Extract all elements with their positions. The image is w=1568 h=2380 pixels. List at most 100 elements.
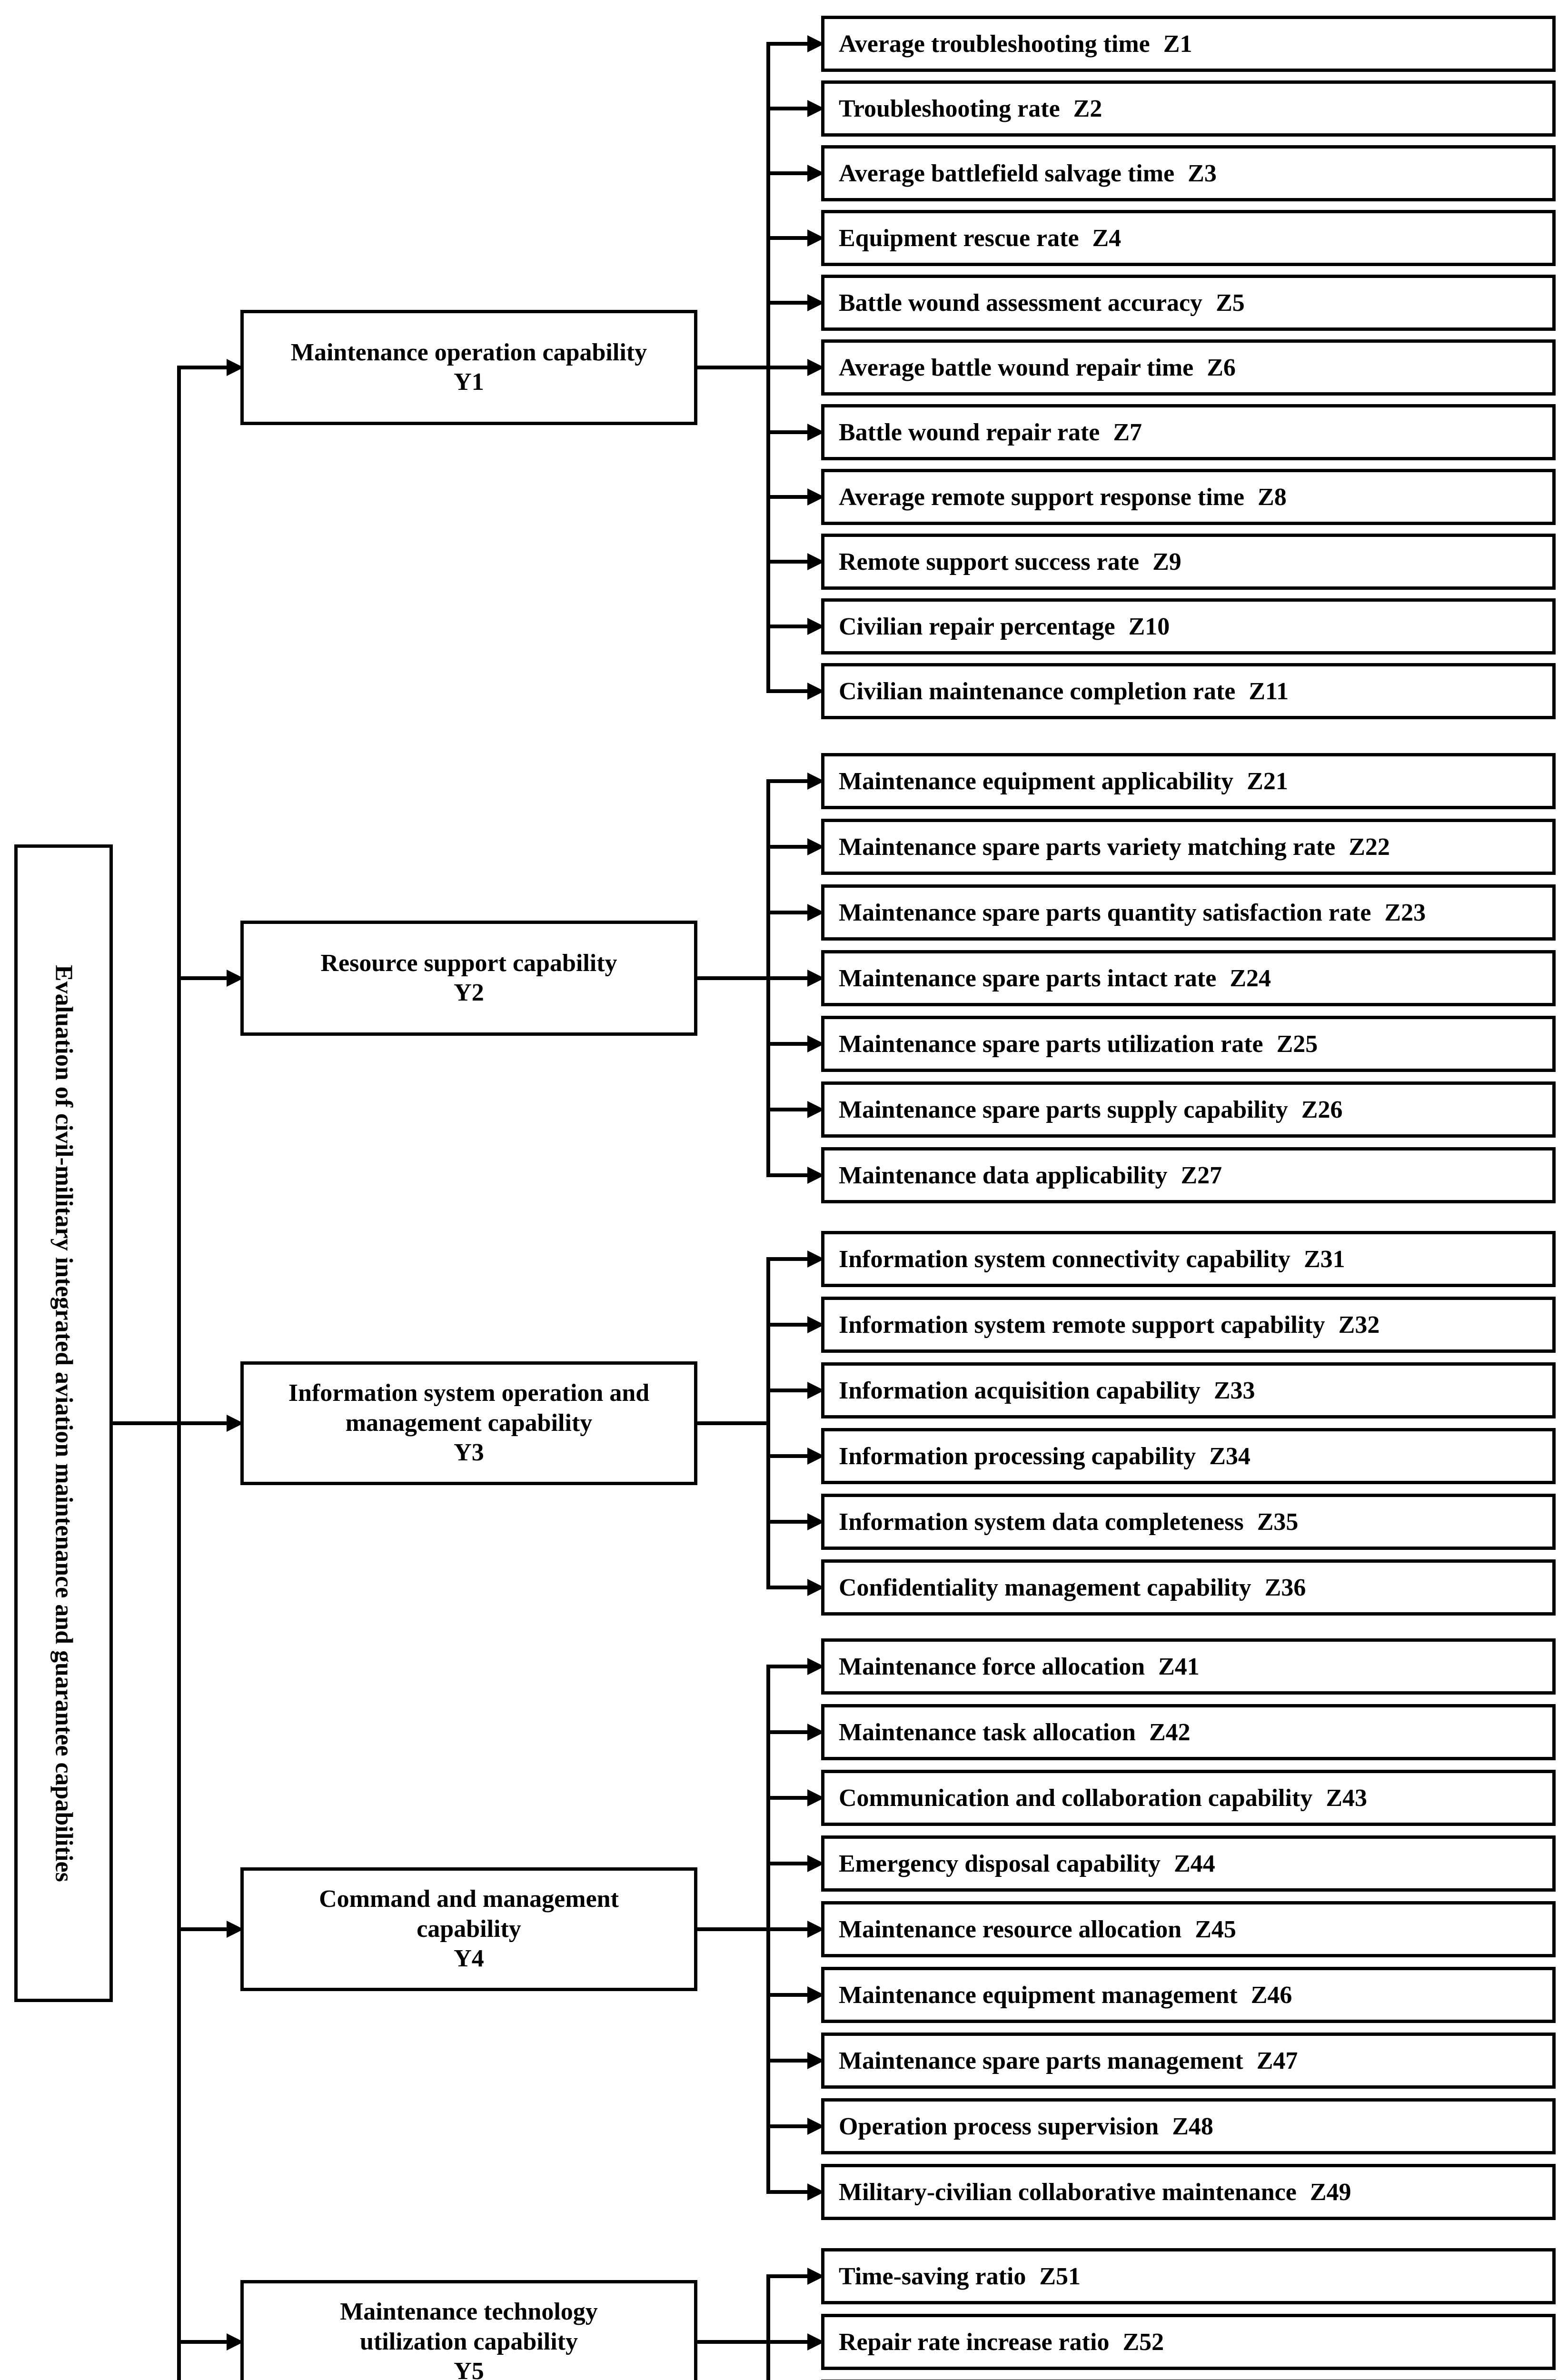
- indicator-box-z33: Information acquisition capability Z33: [770, 1362, 1556, 1418]
- indicator-code: Z25: [1276, 1030, 1318, 1058]
- indicator-label: Maintenance spare parts utilization rate: [839, 1030, 1263, 1058]
- category-box-y2: Resource support capability Y2: [180, 921, 697, 1036]
- indicator-box-z27: Maintenance data applicability Z27: [770, 1147, 1556, 1203]
- indicator-code: Z21: [1247, 767, 1288, 795]
- indicator-label: Civilian maintenance completion rate: [839, 677, 1236, 705]
- indicator-code: Z31: [1303, 1245, 1345, 1273]
- indicator-label: Maintenance data applicability: [839, 1161, 1168, 1189]
- indicator-box-z42: Maintenance task allocation Z42: [770, 1704, 1556, 1760]
- connector-trunk: [177, 366, 181, 2380]
- indicator-box-z47: Maintenance spare parts management Z47: [770, 2033, 1556, 2089]
- indicator-box-z51: Time-saving ratio Z51: [770, 2248, 1556, 2304]
- indicator-label: Maintenance equipment applicability: [839, 767, 1234, 795]
- connector-bracket-y1: [766, 42, 770, 693]
- indicator-code: Z43: [1326, 1784, 1367, 1812]
- indicator-box-z32: Information system remote support capabi…: [770, 1297, 1556, 1353]
- indicator-group-y1: Average troubleshooting time Z1 Troublesh…: [770, 16, 1556, 719]
- indicator-label: Military-civilian collaborative maintena…: [839, 2178, 1297, 2206]
- category-label: Maintenance technology utilization capab…: [340, 2298, 598, 2355]
- indicator-box-z7: Battle wound repair rate Z7: [770, 404, 1556, 460]
- indicator-code: Z35: [1257, 1508, 1299, 1536]
- indicator-box-z48: Operation process supervision Z48: [770, 2098, 1556, 2154]
- indicator-group-y4: Maintenance force allocation Z41 Maintena…: [770, 1638, 1556, 2220]
- indicator-box-z24: Maintenance spare parts intact rate Z24: [770, 950, 1556, 1006]
- indicator-code: Z2: [1073, 95, 1102, 122]
- indicator-label: Information processing capability: [839, 1442, 1196, 1470]
- category-box-y5: Maintenance technology utilization capab…: [180, 2280, 697, 2380]
- indicator-code: Z26: [1301, 1096, 1343, 1123]
- indicator-code: Z7: [1113, 418, 1142, 446]
- indicator-code: Z6: [1207, 354, 1236, 381]
- indicator-box-z44: Emergency disposal capability Z44: [770, 1835, 1556, 1892]
- connector-stub-y1: [694, 366, 770, 369]
- indicator-code: Z42: [1149, 1718, 1191, 1746]
- connector-root-stub: [113, 1421, 181, 1425]
- category-code: Y5: [454, 2358, 484, 2380]
- indicator-box-z36: Confidentiality management capability Z36: [770, 1559, 1556, 1616]
- indicator-box-z46: Maintenance equipment management Z46: [770, 1967, 1556, 2023]
- indicator-code: Z36: [1264, 1574, 1306, 1601]
- indicator-group-y5: Time-saving ratio Z51 Repair rate increas…: [770, 2248, 1556, 2380]
- indicator-box-z41: Maintenance force allocation Z41: [770, 1638, 1556, 1695]
- indicator-box-z45: Maintenance resource allocation Z45: [770, 1901, 1556, 1957]
- indicator-code: Z11: [1249, 677, 1289, 705]
- indicator-label: Information system connectivity capabili…: [839, 1245, 1290, 1273]
- indicator-code: Z46: [1250, 1981, 1292, 2009]
- indicator-box-z21: Maintenance equipment applicability Z21: [770, 753, 1556, 809]
- connector-bracket-y3: [766, 1257, 770, 1589]
- indicator-box-z10: Civilian repair percentage Z10: [770, 598, 1556, 654]
- indicator-label: Information acquisition capability: [839, 1377, 1201, 1404]
- indicator-code: Z47: [1256, 2047, 1298, 2074]
- indicator-box-z52: Repair rate increase ratio Z52: [770, 2314, 1556, 2370]
- indicator-box-z25: Maintenance spare parts utilization rate…: [770, 1016, 1556, 1072]
- indicator-label: Repair rate increase ratio: [839, 2328, 1110, 2356]
- indicator-label: Maintenance spare parts quantity satisfa…: [839, 899, 1371, 926]
- connector-bracket-y4: [766, 1665, 770, 2194]
- category-code: Y3: [454, 1439, 484, 1467]
- indicator-code: Z9: [1152, 548, 1181, 575]
- category-label: Resource support capability: [320, 949, 617, 977]
- category-code: Y1: [454, 368, 484, 396]
- indicator-label: Operation process supervision: [839, 2112, 1159, 2140]
- category-box-y4: Command and management capability Y4: [180, 1867, 697, 1991]
- indicator-code: Z41: [1158, 1653, 1200, 1680]
- indicator-code: Z23: [1384, 899, 1426, 926]
- indicator-label: Remote support success rate: [839, 548, 1140, 575]
- category-label: Command and management capability: [319, 1885, 619, 1943]
- indicator-label: Information system remote support capabi…: [839, 1311, 1325, 1339]
- connector-bracket-y5: [766, 2274, 770, 2380]
- indicator-label: Communication and collaboration capabili…: [839, 1784, 1313, 1812]
- indicator-code: Z44: [1174, 1850, 1215, 1877]
- connector-bracket-y2: [766, 779, 770, 1177]
- indicator-label: Average battle wound repair time: [839, 354, 1194, 381]
- indicator-box-z11: Civilian maintenance completion rate Z11: [770, 663, 1556, 719]
- indicator-label: Equipment rescue rate: [839, 224, 1079, 252]
- indicator-label: Battle wound assessment accuracy: [839, 289, 1203, 317]
- indicator-label: Maintenance task allocation: [839, 1718, 1136, 1746]
- root-label: Evaluation of civil-military integrated …: [50, 964, 78, 1882]
- indicator-code: Z8: [1258, 483, 1287, 511]
- indicator-box-z26: Maintenance spare parts supply capabilit…: [770, 1081, 1556, 1138]
- category-code: Y4: [454, 1945, 484, 1973]
- indicator-box-z35: Information system data completeness Z35: [770, 1494, 1556, 1550]
- connector-stub-y5: [694, 2340, 770, 2344]
- indicator-code: Z3: [1188, 159, 1217, 187]
- indicator-label: Maintenance spare parts variety matching…: [839, 833, 1336, 861]
- indicator-box-z49: Military-civilian collaborative maintena…: [770, 2164, 1556, 2220]
- connector-stub-y3: [694, 1421, 770, 1425]
- indicator-label: Maintenance equipment management: [839, 1981, 1238, 2009]
- indicator-code: Z49: [1310, 2178, 1351, 2206]
- indicator-box-z6: Average battle wound repair time Z6: [770, 339, 1556, 396]
- indicator-box-z1: Average troubleshooting time Z1: [770, 16, 1556, 72]
- category-label: Information system operation and managem…: [288, 1379, 650, 1437]
- indicator-label: Emergency disposal capability: [839, 1850, 1161, 1877]
- indicator-group-y2: Maintenance equipment applicability Z21 M…: [770, 753, 1556, 1203]
- indicator-code: Z1: [1163, 30, 1192, 58]
- indicator-code: Z52: [1122, 2328, 1164, 2356]
- indicator-label: Maintenance spare parts intact rate: [839, 964, 1217, 992]
- indicator-label: Maintenance spare parts management: [839, 2047, 1243, 2074]
- indicator-code: Z27: [1181, 1161, 1222, 1189]
- indicator-box-z8: Average remote support response time Z8: [770, 469, 1556, 525]
- indicator-code: Z34: [1209, 1442, 1250, 1470]
- indicator-code: Z24: [1230, 964, 1271, 992]
